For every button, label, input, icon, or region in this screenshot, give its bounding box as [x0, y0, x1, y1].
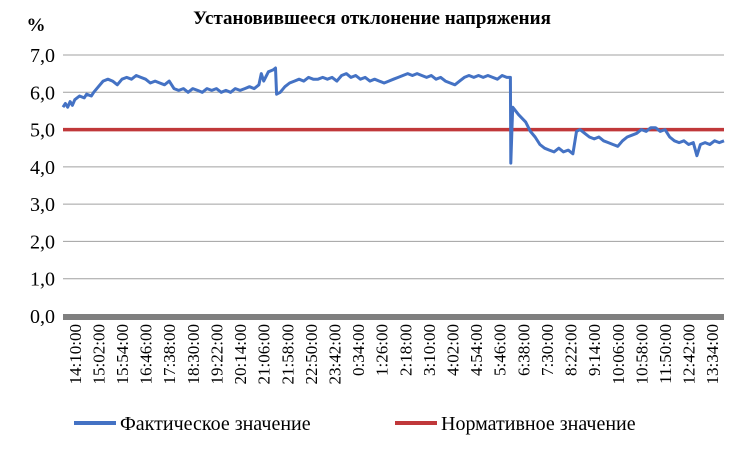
- x-tick-label: 18:30:00: [184, 324, 203, 384]
- series-actual-line: [61, 66, 725, 165]
- x-tick-label: 11:50:00: [656, 324, 675, 384]
- y-tick-label: 4,0: [30, 157, 55, 179]
- x-tick-label: 12:42:00: [680, 324, 699, 384]
- x-tick-label: 15:54:00: [113, 324, 132, 384]
- y-tick-labels: 0,0 1,0 2,0 3,0 4,0 5,0 6,0 7,0: [30, 45, 55, 328]
- chart-title: Установившееся отклонение напряжения: [193, 8, 551, 29]
- y-tick-label: 1,0: [30, 269, 55, 291]
- y-tick-label: 5,0: [30, 120, 55, 142]
- x-tick-label: 7:30:00: [538, 324, 557, 376]
- y-tick-label: 7,0: [30, 45, 55, 67]
- x-tick-label: 14:10:00: [66, 324, 85, 384]
- y-tick-label: 6,0: [30, 82, 55, 104]
- x-tick-label: 13:34:00: [703, 324, 722, 384]
- grid-lines: [63, 54, 724, 320]
- x-tick-label: 4:02:00: [444, 324, 463, 376]
- x-tick-label: 9:14:00: [585, 324, 604, 376]
- legend: Фактическое значение Нормативное значени…: [74, 413, 636, 435]
- x-tick-label: 10:58:00: [632, 324, 651, 384]
- x-tick-label: 4:54:00: [467, 324, 486, 376]
- legend-label-actual: Фактическое значение: [120, 413, 311, 435]
- x-tick-label: 6:38:00: [514, 324, 533, 376]
- x-tick-label: 10:06:00: [609, 324, 628, 384]
- x-tick-label: 22:50:00: [302, 324, 321, 384]
- x-tick-label: 21:58:00: [278, 324, 297, 384]
- x-tick-label: 8:22:00: [562, 324, 581, 376]
- y-tick-label: 3,0: [30, 194, 55, 216]
- series-lines: [61, 66, 725, 165]
- x-tick-label: 15:02:00: [89, 324, 108, 384]
- y-tick-label: 2,0: [30, 231, 55, 253]
- x-tick-label: 0:34:00: [349, 324, 368, 376]
- x-tick-label: 19:22:00: [207, 324, 226, 384]
- x-tick-labels: 14:10:00 15:02:00 15:54:00 16:46:00 17:38:00…: [66, 324, 722, 384]
- x-tick-label: 20:14:00: [231, 324, 250, 384]
- y-axis-unit: %: [27, 15, 46, 36]
- x-tick-label: 21:06:00: [255, 324, 274, 384]
- x-tick-label: 3:10:00: [420, 324, 439, 376]
- x-tick-label: 1:26:00: [373, 324, 392, 376]
- x-tick-label: 23:42:00: [325, 324, 344, 384]
- y-tick-label: 0,0: [30, 306, 55, 328]
- x-tick-label: 5:46:00: [491, 324, 510, 376]
- legend-label-normative: Нормативное значение: [441, 413, 636, 435]
- x-tick-label: 16:46:00: [137, 324, 156, 384]
- x-tick-label: 17:38:00: [160, 324, 179, 384]
- x-tick-label: 2:18:00: [396, 324, 415, 376]
